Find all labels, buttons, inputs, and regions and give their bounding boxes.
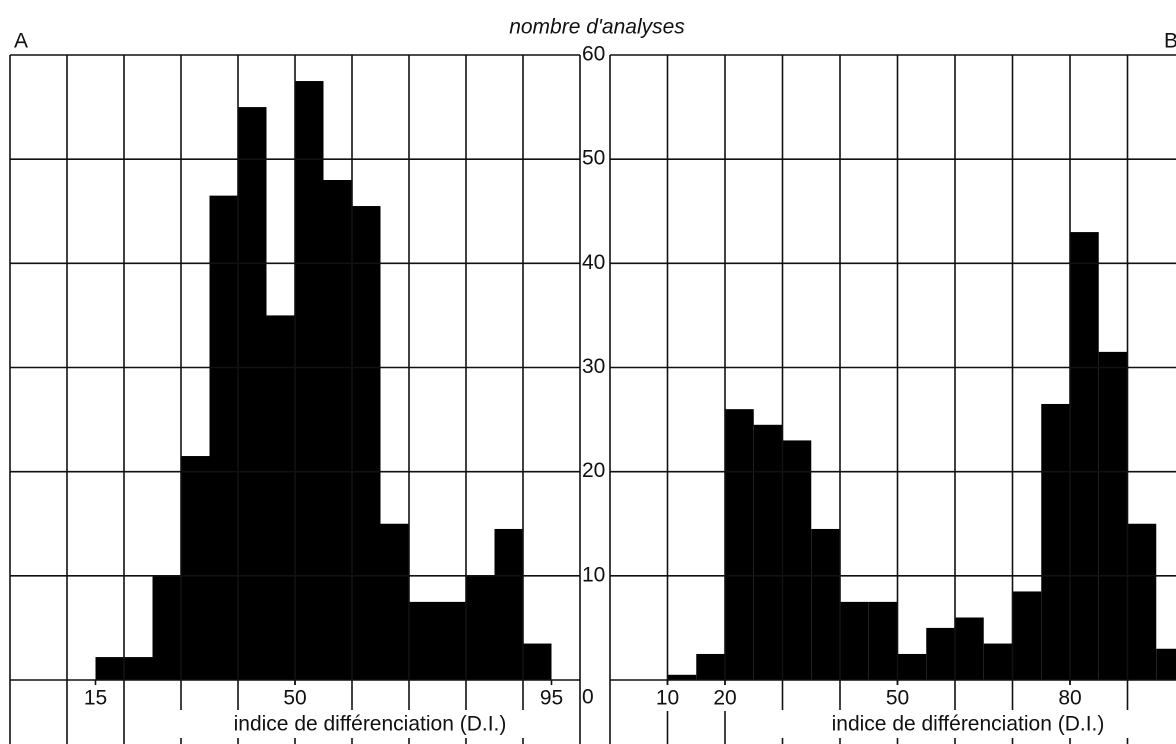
x-tick-label: 95 bbox=[540, 687, 563, 710]
bar bbox=[1041, 403, 1070, 680]
bar bbox=[181, 456, 210, 680]
bar bbox=[1098, 351, 1128, 680]
x-tick-label-bg bbox=[277, 685, 313, 711]
y-tick-label: 40 bbox=[582, 251, 605, 274]
bar bbox=[295, 81, 324, 680]
bar bbox=[523, 643, 552, 680]
bar bbox=[494, 528, 523, 680]
y-tick-label: 10 bbox=[582, 563, 605, 586]
bar bbox=[466, 575, 495, 680]
bar bbox=[1127, 523, 1157, 680]
bar bbox=[782, 440, 812, 680]
panel-label: B bbox=[1164, 30, 1176, 53]
panel-label: A bbox=[14, 30, 28, 53]
x-tick-label: 10 bbox=[656, 687, 679, 710]
bar bbox=[95, 657, 124, 680]
bar bbox=[1156, 648, 1176, 680]
bar bbox=[811, 528, 840, 680]
x-axis-title: indice de différenciation (D.I.) bbox=[832, 713, 1105, 736]
y-tick-label: 20 bbox=[582, 459, 605, 482]
x-tick-label-bg bbox=[707, 685, 743, 711]
y-tick-label: 50 bbox=[582, 147, 605, 170]
x-axis-title-bg bbox=[763, 710, 1173, 738]
bar bbox=[209, 195, 238, 680]
bar bbox=[725, 409, 754, 680]
x-axis-title-bg bbox=[165, 710, 575, 738]
x-tick-label-bg bbox=[77, 685, 114, 711]
bar bbox=[840, 601, 869, 680]
y-tick-label: 30 bbox=[582, 355, 605, 378]
bar bbox=[897, 653, 927, 680]
bar bbox=[238, 107, 267, 681]
bar bbox=[753, 424, 783, 680]
bar bbox=[696, 653, 725, 680]
y-tick-label: 0 bbox=[582, 686, 594, 709]
bar bbox=[437, 601, 466, 680]
x-axis-title: indice de différenciation (D.I.) bbox=[234, 713, 507, 736]
bar bbox=[266, 315, 295, 680]
y-tick-label: 60 bbox=[582, 43, 605, 66]
x-tick-label: 15 bbox=[84, 687, 107, 710]
y-axis-title: nombre d'analyses bbox=[509, 16, 685, 39]
bar bbox=[380, 523, 409, 680]
bar bbox=[868, 601, 898, 680]
x-tick-label-bg bbox=[533, 685, 570, 711]
x-tick-label-bg bbox=[879, 685, 916, 711]
bar bbox=[983, 643, 1013, 680]
bar bbox=[352, 206, 381, 680]
bar bbox=[152, 575, 181, 680]
bar bbox=[667, 674, 697, 680]
bar bbox=[955, 617, 984, 680]
bar bbox=[124, 657, 153, 680]
bar bbox=[926, 627, 955, 680]
x-tick-label-bg bbox=[649, 685, 686, 711]
x-tick-label: 20 bbox=[713, 687, 736, 710]
bar bbox=[409, 601, 438, 680]
x-tick-label: 80 bbox=[1058, 687, 1081, 710]
bar bbox=[1012, 591, 1042, 680]
bar bbox=[323, 180, 352, 680]
bar bbox=[1070, 232, 1099, 681]
x-tick-label: 50 bbox=[283, 687, 306, 710]
x-tick-label-bg bbox=[1052, 685, 1088, 711]
x-tick-label: 50 bbox=[886, 687, 909, 710]
